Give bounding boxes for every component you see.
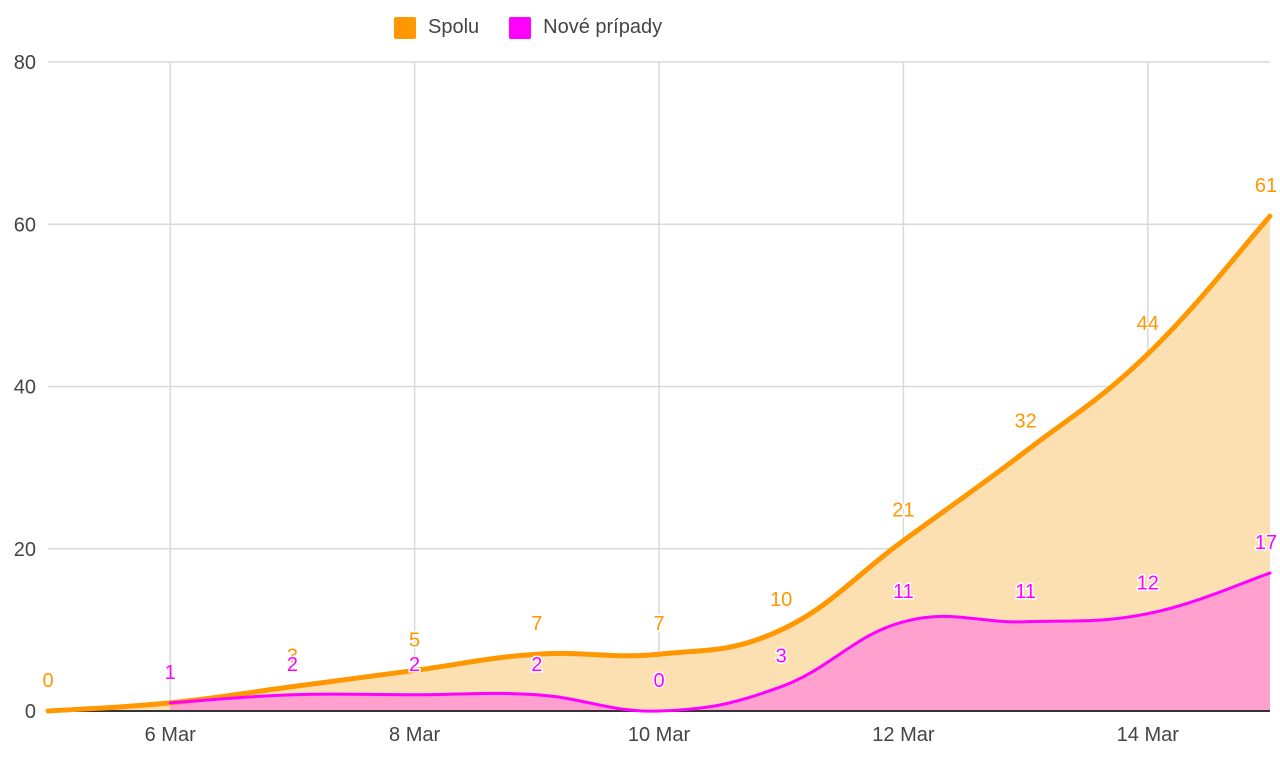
y-tick-label-40: 40 xyxy=(14,377,36,399)
data-label-nove-pripady-6-Mar: 1 xyxy=(165,662,176,684)
data-label-spolu-12-Mar: 21 xyxy=(892,500,914,522)
y-tick-label-60: 60 xyxy=(14,214,36,236)
legend-item-spolu[interactable]: Spolu xyxy=(394,16,479,39)
y-tick-label-80: 80 xyxy=(14,52,36,74)
data-label-nove-pripady-13-Mar: 11 xyxy=(1015,581,1036,603)
series-line-spolu xyxy=(45,213,1273,714)
data-label-spolu-14-Mar: 44 xyxy=(1137,313,1159,335)
data-label-nove-pripady-10-Mar: 0 xyxy=(653,670,664,692)
data-label-nove-pripady-15-Mar: 17 xyxy=(1255,532,1277,554)
x-tick-label-10-Mar: 10 Mar xyxy=(628,724,691,746)
x-tick-label-14-Mar: 14 Mar xyxy=(1117,724,1180,746)
legend-label-nove-pripady: Nové prípady xyxy=(543,16,663,38)
data-label-nove-pripady-14-Mar: 12 xyxy=(1137,573,1159,595)
legend-label-spolu: Spolu xyxy=(428,16,480,38)
area-spolu xyxy=(48,216,1270,711)
data-label-nove-pripady-9-Mar: 2 xyxy=(531,654,542,676)
legend-swatch-spolu xyxy=(394,16,416,39)
legend-item-nove-pripady[interactable]: Nové prípady xyxy=(509,16,662,39)
data-label-spolu-9-Mar: 7 xyxy=(531,613,542,635)
data-label-spolu-11-Mar: 10 xyxy=(770,589,792,611)
data-label-spolu-8-Mar: 5 xyxy=(409,629,420,651)
legend: Spolu Nové prípady xyxy=(394,16,662,39)
data-label-spolu-13-Mar: 32 xyxy=(1014,410,1036,432)
data-label-spolu-7-Mar: 3 xyxy=(287,646,298,668)
y-tick-label-20: 20 xyxy=(14,539,36,561)
data-label-nove-pripady-8-Mar: 2 xyxy=(409,654,420,676)
x-tick-label-8-Mar: 8 Mar xyxy=(389,724,440,746)
data-label-spolu-5-Mar: 0 xyxy=(42,670,53,692)
data-label-spolu-10-Mar: 7 xyxy=(653,613,664,635)
series-line-nove-pripady xyxy=(168,571,1272,713)
y-tick-label-0: 0 xyxy=(25,701,36,723)
data-label-spolu-15-Mar: 61 xyxy=(1255,175,1277,197)
area-nove-pripady xyxy=(170,573,1271,712)
x-tick-label-6-Mar: 6 Mar xyxy=(145,724,196,746)
legend-swatch-nove-pripady xyxy=(509,16,532,39)
data-label-nove-pripady-7-Mar: 2 xyxy=(287,654,298,676)
x-tick-label-12-Mar: 12 Mar xyxy=(872,724,935,746)
data-label-nove-pripady-12-Mar: 11 xyxy=(893,581,914,603)
data-label-nove-pripady-11-Mar: 3 xyxy=(776,646,787,668)
